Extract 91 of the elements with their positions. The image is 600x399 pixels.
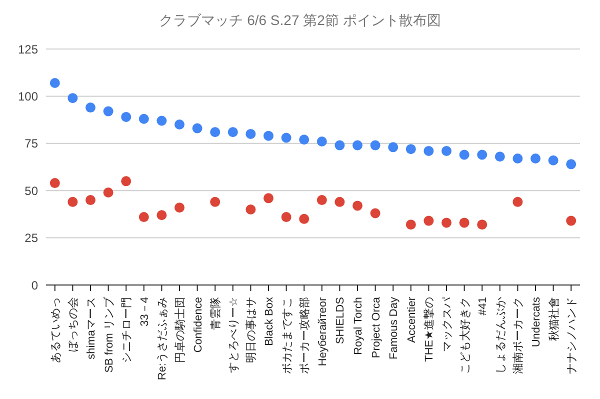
point	[388, 142, 398, 152]
point	[246, 204, 256, 214]
point	[424, 146, 434, 156]
point	[370, 208, 380, 218]
point	[121, 112, 132, 122]
x-tick-label: シニチロー門	[121, 297, 134, 363]
point	[477, 150, 488, 160]
x-tick-label: 明日の事はサ	[244, 297, 258, 363]
point	[299, 134, 310, 145]
point	[352, 200, 362, 211]
point	[566, 216, 576, 226]
x-tick-label: すとろべりー☆	[228, 296, 240, 373]
x-tick-label: ポーカー攻略部	[298, 297, 312, 374]
point	[138, 114, 149, 124]
point	[68, 93, 78, 104]
point	[406, 144, 416, 154]
point	[442, 218, 452, 228]
y-tick-label: 25	[24, 231, 38, 246]
x-tick-label: 秋猫社會	[547, 297, 560, 341]
point	[86, 102, 96, 113]
y-tick-label: 100	[18, 89, 38, 104]
point	[138, 212, 149, 222]
point	[156, 116, 167, 126]
x-tick-label: THE★進撃の	[422, 297, 436, 362]
point	[494, 152, 505, 162]
x-tick-label: ナナシノハンド	[566, 297, 578, 374]
point	[424, 216, 434, 226]
x-tick-label: Accentier	[406, 296, 418, 343]
point	[442, 146, 452, 156]
x-tick-label: 青雲隊	[209, 297, 222, 330]
x-tick-label: SB from リンブ	[102, 296, 116, 373]
point	[86, 195, 96, 206]
point	[228, 127, 238, 138]
x-tick-label: しょるだんぶか	[494, 297, 507, 374]
y-tick-label: 125	[18, 42, 38, 56]
point	[299, 214, 310, 224]
point	[370, 140, 380, 150]
x-tick-label: Black Box	[264, 296, 276, 346]
point	[156, 210, 167, 220]
x-tick-label: Royal Torch	[352, 297, 364, 355]
x-tick-label: ぼっちの会	[68, 297, 80, 352]
x-tick-label: Confidence	[192, 297, 204, 353]
point	[316, 195, 327, 206]
point	[264, 130, 274, 141]
point	[566, 159, 576, 170]
y-tick-label: 0	[31, 278, 38, 292]
point	[281, 132, 292, 143]
point	[174, 202, 184, 213]
point	[281, 212, 292, 222]
point	[210, 196, 220, 207]
point	[246, 128, 256, 139]
point	[512, 196, 523, 207]
point	[459, 218, 470, 228]
point	[548, 155, 558, 166]
point	[103, 187, 114, 198]
point	[477, 220, 488, 230]
point	[68, 196, 78, 207]
x-tick-label: 湘南ポーカーク	[512, 297, 525, 374]
y-tick-label: 75	[24, 136, 38, 151]
point	[530, 154, 540, 164]
point	[352, 140, 362, 150]
point	[103, 106, 114, 116]
point	[50, 78, 60, 88]
point	[316, 136, 327, 147]
point	[334, 140, 345, 150]
point	[121, 176, 132, 186]
point	[334, 196, 345, 207]
point	[406, 220, 416, 230]
x-tick-label: #41	[477, 297, 490, 316]
point	[192, 123, 202, 134]
x-tick-label: Heyбегайтеог	[316, 297, 329, 366]
point	[174, 120, 184, 130]
x-tick-label: Project Orca	[370, 296, 382, 358]
y-tick-label: 50	[24, 184, 38, 198]
x-tick-label: shimaマース	[86, 297, 98, 360]
x-tick-label: あるていめっ	[50, 297, 62, 363]
x-tick-label: ポカたまですこ	[281, 297, 294, 374]
point	[264, 193, 274, 204]
x-tick-label: マックスパ	[442, 296, 454, 352]
x-tick-label: Undercats	[530, 296, 542, 348]
point	[512, 154, 523, 164]
x-tick-label: 33－4	[138, 297, 151, 326]
point	[459, 150, 470, 160]
chart-title: クラブマッチ 6/6 S.27 第2節 ポイント散布図	[158, 12, 442, 30]
x-tick-label: Famous Day	[388, 296, 400, 360]
x-tick-label: SHIELDS	[334, 297, 347, 344]
x-tick-label: 円卓の騎士団	[174, 297, 186, 363]
point	[210, 127, 220, 138]
x-tick-label: こども大好きク	[458, 297, 472, 374]
x-tick-label: Re:うさだふぁみ	[156, 297, 169, 380]
point	[50, 178, 60, 188]
